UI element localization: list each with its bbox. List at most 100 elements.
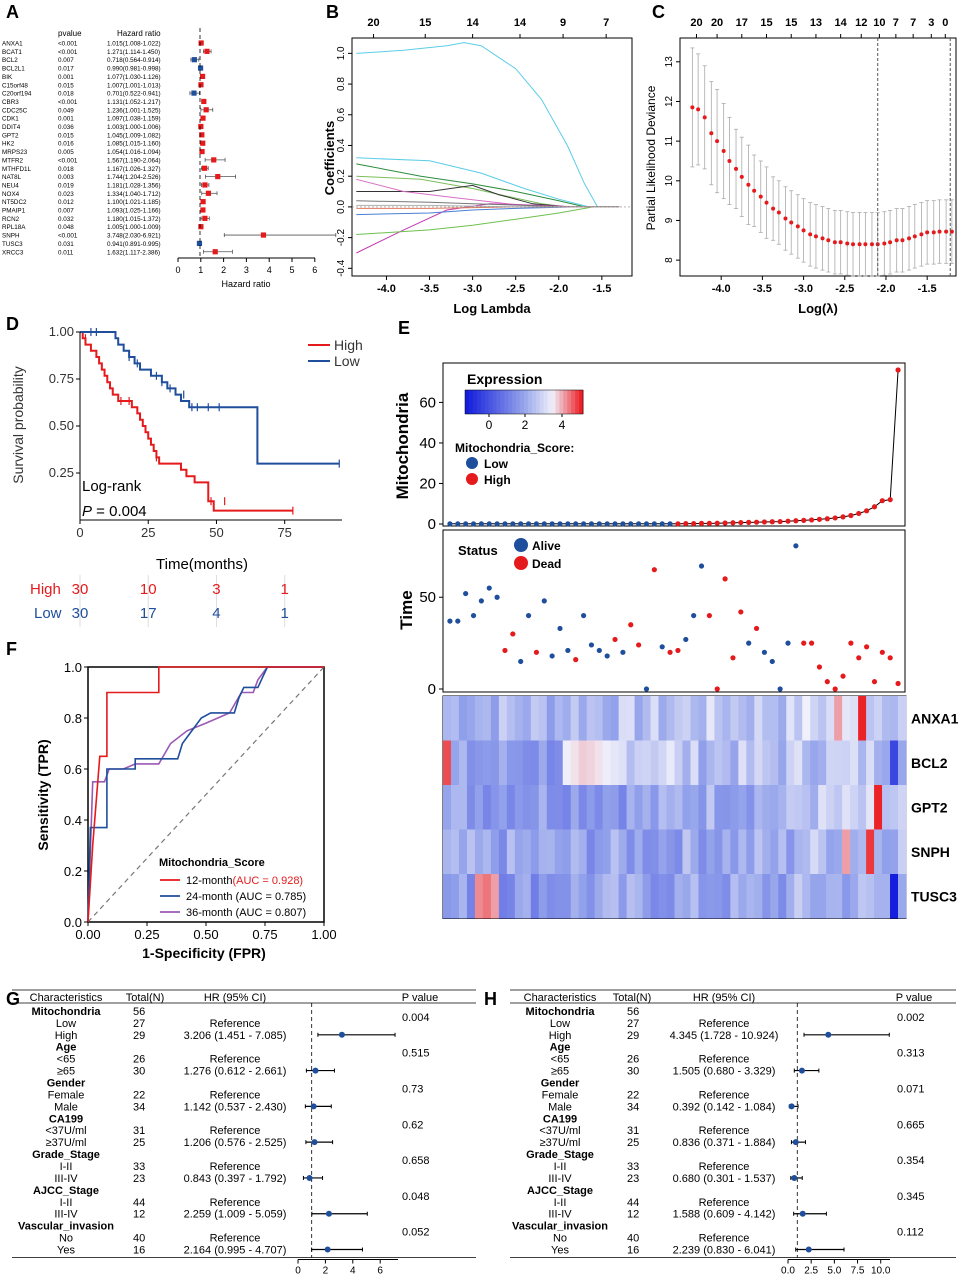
e-status-point xyxy=(518,658,524,665)
e-status-point xyxy=(588,642,595,648)
c-deviance-point xyxy=(758,194,763,199)
e-heatmap-cell xyxy=(546,874,556,919)
forest-characteristic: CA199 xyxy=(49,1113,83,1125)
e-heatmap-cell xyxy=(482,740,492,785)
forest-characteristic: Gender xyxy=(47,1078,86,1090)
forest-characteristic: Gender xyxy=(541,1078,580,1090)
forest-hr-ci: Reference xyxy=(210,1197,261,1209)
panel-f-ylabel: Sensitivity (TPR) xyxy=(35,739,51,850)
e-gene-label: SNPH xyxy=(911,844,950,860)
e-risk-point xyxy=(541,521,547,527)
e-heatmap-cell xyxy=(858,874,867,919)
forest-characteristic: No xyxy=(553,1233,567,1245)
e-heatmap-cell xyxy=(818,696,827,741)
e-heatmap-cell xyxy=(514,785,524,830)
e-status-point xyxy=(659,644,665,650)
e-heatmap-cell xyxy=(682,696,691,741)
e-heatmap-cell xyxy=(498,696,508,741)
e-status-point xyxy=(510,631,516,637)
f-roc-12-month xyxy=(87,666,324,923)
e-heatmap-cell xyxy=(570,740,580,785)
d-risk-count-high: 1 xyxy=(281,581,289,598)
e-status-point xyxy=(557,625,563,632)
a-xtick-label: 6 xyxy=(312,265,317,275)
forest-hr-ci: 1.588 (0.609 - 4.142) xyxy=(673,1209,776,1221)
e-legend-swatch xyxy=(539,390,545,414)
e-heatmap-cell xyxy=(482,829,492,874)
e-heatmap-cell xyxy=(810,874,819,919)
d-xtick-label: 25 xyxy=(141,525,155,540)
e-heatmap-cell xyxy=(722,874,731,919)
e-risk-point xyxy=(871,504,878,510)
forest-total-n: 22 xyxy=(133,1089,145,1101)
e-heatmap-cell xyxy=(874,696,883,741)
a-gene-label: ANXA1 xyxy=(2,41,23,48)
e-risk-point xyxy=(612,521,618,527)
e-heatmap-cell xyxy=(866,740,875,785)
e-heatmap-cell xyxy=(450,829,460,874)
forest-total-n: 30 xyxy=(627,1066,639,1078)
e-heatmap-cell xyxy=(530,696,540,741)
c-deviance-point xyxy=(937,229,942,234)
panel-e-ylabel-mid: Time xyxy=(397,590,416,629)
f-xtick-label: 1.00 xyxy=(311,927,336,942)
forest-characteristic: AJCC_Stage xyxy=(33,1185,99,1197)
e-legend-swatch xyxy=(567,390,572,414)
forest-hr-point xyxy=(799,1210,806,1217)
forest-characteristic: Grade_Stage xyxy=(526,1149,594,1161)
c-deviance-point xyxy=(746,182,751,187)
e-heatmap-cell xyxy=(770,696,779,741)
e-heatmap-cell xyxy=(698,696,707,741)
a-pvalue: 0.015 xyxy=(58,82,74,89)
e-heatmap-cell xyxy=(754,696,763,741)
c-xtick-label: -3.0 xyxy=(794,283,813,295)
e-heatmap-cell xyxy=(482,785,492,830)
e-heatmap-cell xyxy=(882,785,891,830)
forest-header: HR (95% CI) xyxy=(204,992,266,1004)
e-heatmap-cell xyxy=(443,785,452,830)
panel-a-header-hr: Hazard ratio xyxy=(117,29,161,38)
e-risk-point xyxy=(761,519,768,525)
e-heatmap-cell xyxy=(802,785,811,830)
e-heatmap-cell xyxy=(826,696,835,741)
e-heatmap-cell xyxy=(778,696,787,741)
e-heatmap-cell xyxy=(658,740,667,785)
forest-total-n: 30 xyxy=(133,1066,145,1078)
e-risk-point xyxy=(494,521,500,527)
e-heatmap-cell xyxy=(498,740,508,785)
e-heatmap-cell xyxy=(586,740,596,785)
e-heatmap-cell xyxy=(498,785,508,830)
e-risk-point xyxy=(651,521,657,527)
e-heatmap-cell xyxy=(490,696,500,741)
e-legend-swatch xyxy=(504,390,509,414)
e-heatmap-cell xyxy=(658,785,667,830)
e-heatmap-cell xyxy=(570,785,580,830)
a-gene-label: XRCC3 xyxy=(2,249,24,256)
e-heatmap-cell xyxy=(538,829,548,874)
e-status-point xyxy=(620,649,626,655)
e-status-point xyxy=(683,636,689,643)
a-gene-label: RPL18A xyxy=(2,224,26,231)
c-deviance-point xyxy=(900,238,905,243)
e-heatmap-cell xyxy=(450,785,460,830)
c-ytick-label: 8 xyxy=(664,257,675,263)
a-gene-label: DDIT4 xyxy=(2,124,21,131)
forest-characteristic: ≥65 xyxy=(551,1066,569,1078)
panel-d-pvalue: P = 0.004 xyxy=(82,503,147,520)
d-xtick-label: 50 xyxy=(209,525,223,540)
e-heatmap-cell xyxy=(770,874,779,919)
a-pvalue: 0.007 xyxy=(58,208,74,215)
b-xtick-label: -2.5 xyxy=(506,283,525,295)
panel-e-score-title: Mitochondria_Score: xyxy=(455,441,574,455)
e-heatmap-cell xyxy=(474,740,484,785)
panel-a-header-pvalue: pvalue xyxy=(58,29,82,38)
b-xtick-label: -3.5 xyxy=(420,283,439,295)
e-risk-point xyxy=(691,520,697,527)
forest-xtick-label: 10.0 xyxy=(871,1266,891,1277)
e-risk-point xyxy=(573,521,579,527)
d-risk-count-high: 10 xyxy=(140,581,157,598)
e-heatmap-cell xyxy=(842,696,851,741)
f-ytick-label: 0.6 xyxy=(64,762,82,777)
e-heatmap-cell xyxy=(874,874,883,919)
e-heatmap-cell xyxy=(642,740,651,785)
